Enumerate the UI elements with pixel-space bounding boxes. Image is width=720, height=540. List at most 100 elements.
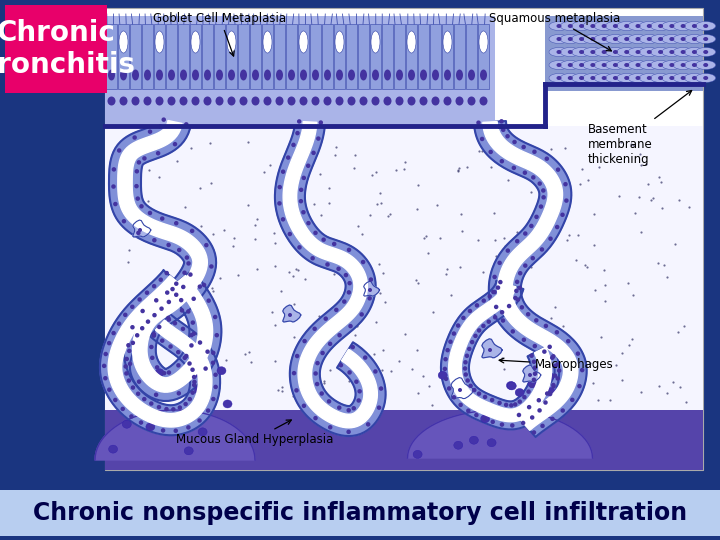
Point: [496, 354, 508, 363]
Point: [642, 180, 654, 188]
Polygon shape: [474, 121, 587, 437]
Point: [163, 139, 174, 147]
Point: [658, 261, 670, 269]
Ellipse shape: [444, 70, 451, 80]
Ellipse shape: [347, 248, 351, 252]
Polygon shape: [451, 377, 474, 399]
Point: [599, 297, 611, 306]
Ellipse shape: [173, 142, 177, 146]
Ellipse shape: [606, 35, 626, 44]
Ellipse shape: [102, 363, 107, 368]
Ellipse shape: [164, 407, 168, 411]
Ellipse shape: [572, 73, 592, 83]
Point: [588, 241, 599, 249]
Ellipse shape: [513, 140, 517, 144]
Ellipse shape: [320, 392, 324, 396]
Ellipse shape: [504, 403, 508, 407]
Ellipse shape: [313, 371, 318, 376]
Point: [228, 242, 239, 251]
Point: [483, 279, 495, 287]
Ellipse shape: [112, 167, 116, 172]
Ellipse shape: [343, 273, 348, 278]
Ellipse shape: [541, 195, 546, 200]
Point: [505, 266, 517, 274]
Ellipse shape: [523, 171, 527, 175]
Point: [605, 396, 616, 404]
Point: [207, 287, 218, 296]
Ellipse shape: [184, 122, 189, 126]
Ellipse shape: [306, 164, 310, 168]
Ellipse shape: [187, 397, 192, 401]
Point: [368, 350, 379, 359]
Bar: [466, 24, 477, 89]
Ellipse shape: [363, 355, 367, 360]
Point: [276, 383, 288, 391]
Point: [113, 398, 125, 407]
Ellipse shape: [492, 290, 497, 294]
Bar: [334, 24, 345, 89]
Ellipse shape: [354, 380, 359, 384]
Ellipse shape: [281, 217, 285, 221]
Ellipse shape: [469, 436, 478, 444]
Point: [300, 172, 311, 181]
Ellipse shape: [174, 429, 178, 433]
Point: [186, 373, 197, 382]
Ellipse shape: [263, 31, 272, 53]
Point: [554, 215, 565, 224]
Point: [204, 380, 216, 389]
Point: [582, 176, 594, 185]
Ellipse shape: [516, 388, 524, 396]
Ellipse shape: [692, 63, 697, 67]
Ellipse shape: [636, 50, 641, 54]
Point: [207, 230, 219, 238]
Ellipse shape: [647, 76, 652, 80]
Ellipse shape: [198, 428, 207, 436]
Polygon shape: [408, 410, 593, 458]
Point: [627, 291, 639, 299]
Ellipse shape: [555, 362, 559, 367]
Ellipse shape: [670, 37, 675, 41]
Point: [196, 221, 207, 230]
Ellipse shape: [315, 382, 320, 386]
Ellipse shape: [472, 388, 477, 393]
Ellipse shape: [395, 97, 403, 105]
Ellipse shape: [131, 386, 135, 390]
Ellipse shape: [188, 272, 193, 277]
Ellipse shape: [155, 365, 159, 369]
Ellipse shape: [579, 50, 584, 54]
Ellipse shape: [673, 35, 693, 44]
Ellipse shape: [549, 22, 569, 30]
Ellipse shape: [191, 390, 195, 395]
Bar: [166, 24, 177, 89]
Ellipse shape: [579, 76, 584, 80]
Point: [627, 141, 639, 150]
Ellipse shape: [560, 73, 580, 83]
Point: [412, 279, 423, 288]
Point: [323, 184, 335, 193]
Ellipse shape: [351, 406, 356, 410]
Ellipse shape: [480, 70, 487, 80]
Point: [287, 392, 299, 400]
Ellipse shape: [662, 35, 682, 44]
Ellipse shape: [580, 368, 585, 373]
Ellipse shape: [294, 388, 299, 393]
Ellipse shape: [122, 219, 126, 224]
Point: [123, 246, 135, 254]
Ellipse shape: [568, 76, 573, 80]
Point: [176, 309, 188, 318]
Point: [114, 150, 125, 158]
Polygon shape: [364, 281, 379, 296]
Ellipse shape: [127, 362, 132, 366]
Point: [683, 202, 695, 211]
Point: [363, 276, 374, 285]
Point: [343, 377, 355, 386]
Ellipse shape: [117, 148, 122, 153]
Ellipse shape: [302, 176, 306, 180]
Point: [283, 268, 294, 276]
Ellipse shape: [639, 22, 660, 30]
Ellipse shape: [152, 333, 156, 338]
Ellipse shape: [456, 323, 460, 328]
Point: [588, 379, 599, 387]
Point: [288, 272, 300, 281]
Text: Goblet Cell Metaplasia: Goblet Cell Metaplasia: [153, 12, 287, 56]
